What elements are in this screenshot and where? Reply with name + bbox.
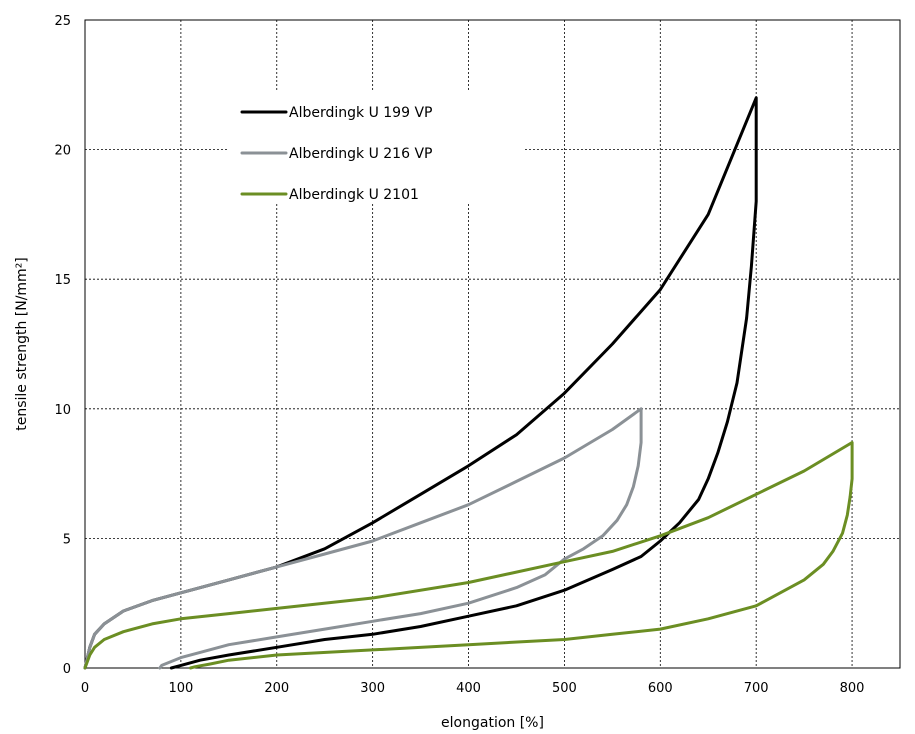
x-tick-labels: 0 100 200 300 400 500 600 700 800 (81, 681, 865, 696)
x-tick-label: 0 (81, 681, 89, 696)
y-tick-label: 15 (54, 273, 71, 288)
legend-label-u199: Alberdingk U 199 VP (289, 105, 432, 121)
x-axis-title: elongation [%] (441, 715, 544, 731)
x-tick-label: 800 (840, 681, 865, 696)
x-tick-label: 100 (168, 681, 193, 696)
x-tick-label: 600 (648, 681, 673, 696)
x-tick-label: 500 (552, 681, 577, 696)
x-tick-label: 400 (456, 681, 481, 696)
series-line-u2101 (83, 441, 854, 670)
legend-label-u216: Alberdingk U 216 VP (289, 146, 432, 162)
legend: Alberdingk U 199 VP Alberdingk U 216 VP … (228, 92, 524, 203)
plot-frame (84, 19, 901, 669)
x-tick-label: 200 (264, 681, 289, 696)
series-lines (83, 96, 854, 670)
legend-label-u2101: Alberdingk U 2101 (289, 187, 419, 203)
y-tick-label: 5 (63, 532, 71, 547)
y-tick-label: 20 (54, 144, 71, 159)
y-tick-label: 25 (54, 14, 71, 29)
y-tick-label: 0 (63, 662, 71, 677)
legend-background (228, 92, 524, 202)
x-tick-label: 300 (360, 681, 385, 696)
x-tick-label: 700 (744, 681, 769, 696)
y-tick-label: 10 (54, 403, 71, 418)
series-line-u216 (83, 407, 643, 670)
y-axis-title: tensile strength [N/mm²] (14, 257, 30, 431)
y-tick-labels: 0 5 10 15 20 25 (54, 14, 71, 677)
